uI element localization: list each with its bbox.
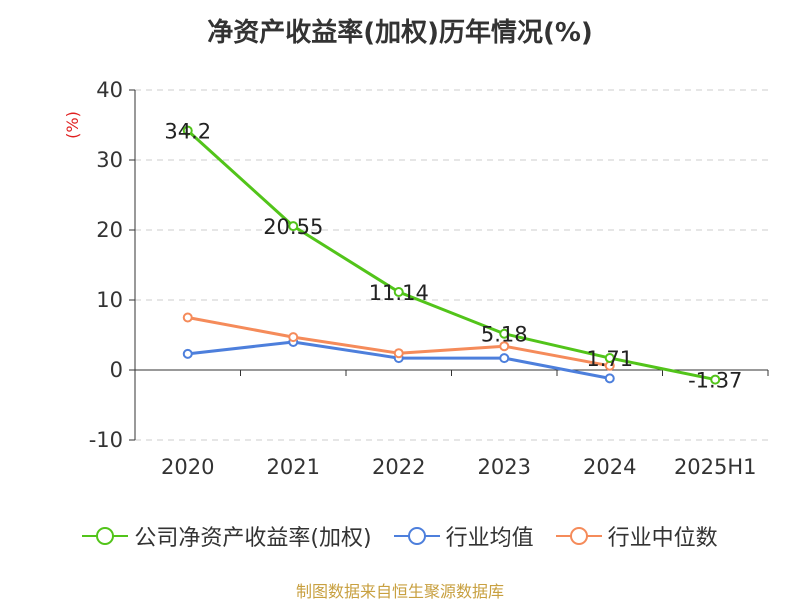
source-note: 制图数据来自恒生聚源数据库 xyxy=(295,582,504,601)
grid-layer xyxy=(135,89,768,441)
data-point[interactable] xyxy=(499,341,510,352)
data-point[interactable] xyxy=(182,312,193,323)
legend-item-industry-mean[interactable]: 行业均值 xyxy=(393,520,534,552)
legend-line-circle-icon xyxy=(393,527,440,545)
x-tick-label: 2020 xyxy=(161,455,214,479)
data-point[interactable] xyxy=(393,287,404,298)
data-label: 1.71 xyxy=(586,347,633,371)
legend-line-circle-icon xyxy=(82,527,129,545)
y-axis-label: (%) xyxy=(63,111,82,139)
data-label: 20.55 xyxy=(263,215,323,239)
legend-label-industry-mean: 行业均值 xyxy=(445,526,534,551)
y-tick-label: 30 xyxy=(96,148,123,172)
x-tick-label: 2025H1 xyxy=(674,455,757,479)
x-tick-label: 2024 xyxy=(583,455,636,479)
data-point[interactable] xyxy=(604,373,615,384)
data-label: 11.14 xyxy=(369,281,429,305)
legend-line-circle-icon xyxy=(555,527,602,545)
y-tick-label: 10 xyxy=(96,288,123,312)
legend-item-company[interactable]: 公司净资产收益率(加权) xyxy=(82,520,372,552)
data-label: -1.37 xyxy=(688,369,742,393)
y-tick-label: 20 xyxy=(96,218,123,242)
legend: 公司净资产收益率(加权) 行业均值 行业中位数 xyxy=(0,520,800,552)
label-layer: 34.2 20.55 11.14 5.18 1.71 -1.37 xyxy=(164,120,742,393)
y-tick-label: 40 xyxy=(96,78,123,102)
data-point[interactable] xyxy=(710,374,721,385)
legend-label-company: 公司净资产收益率(加权) xyxy=(134,526,372,551)
data-point[interactable] xyxy=(499,353,510,364)
x-tick-label: 2022 xyxy=(372,455,425,479)
data-label: 34.2 xyxy=(164,120,211,144)
series-layer xyxy=(182,125,721,385)
data-point[interactable] xyxy=(393,348,404,359)
data-point[interactable] xyxy=(604,353,615,364)
x-tick-label: 2021 xyxy=(267,455,320,479)
data-point[interactable] xyxy=(182,125,193,136)
chart-title: 净资产收益率(加权)历年情况(%) xyxy=(207,18,593,48)
legend-label-industry-median: 行业中位数 xyxy=(607,526,718,551)
x-tick-label: 2023 xyxy=(478,455,531,479)
legend-item-industry-median[interactable]: 行业中位数 xyxy=(555,520,718,552)
y-tick-label: 0 xyxy=(110,358,123,382)
axis-layer: -10 0 10 20 30 40 2020 2021 2022 2023 2024 2025H1 (%… xyxy=(63,78,769,479)
data-label: 5.18 xyxy=(481,323,528,347)
y-tick-label: -10 xyxy=(89,428,123,452)
data-point[interactable] xyxy=(288,332,299,343)
series-line-0 xyxy=(186,129,716,382)
data-point[interactable] xyxy=(288,221,299,232)
data-point[interactable] xyxy=(499,328,510,339)
data-point[interactable] xyxy=(182,348,193,359)
